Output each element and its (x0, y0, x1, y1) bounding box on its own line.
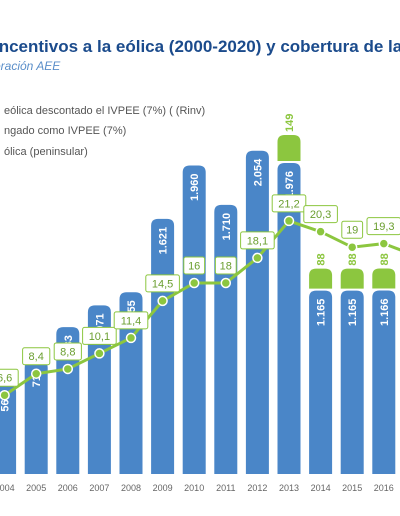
line-label-2004: 6,6 (0, 373, 12, 385)
line-label-box-2005 (22, 347, 51, 366)
legend-item-ivpee: ngado como IVPEE (7%) (4, 125, 126, 137)
line-label-2014: 20,3 (310, 209, 331, 221)
line-label-2015: 19 (346, 225, 358, 237)
bar-label-2014: 1.165 (316, 299, 328, 327)
x-tick-2006: 2006 (58, 483, 78, 493)
chart-title: Incentivos a la eólica (2000-2020) y cob… (0, 37, 400, 56)
line-label-box-2013 (271, 194, 307, 213)
x-tick-2005: 2005 (26, 483, 46, 493)
line-label-box-2008 (113, 311, 149, 330)
line-label-2016: 19,3 (373, 221, 394, 233)
line-label-2012: 18,1 (247, 235, 268, 247)
bar-2007 (87, 305, 111, 474)
ivpee-bar-2014 (309, 268, 333, 289)
bar-2015 (340, 290, 364, 474)
ivpee-bar-2013 (277, 134, 301, 161)
chart-subtitle: oración AEE (0, 59, 61, 73)
ivpee-bar-2015 (340, 268, 364, 289)
ivpee-label-2015: 88 (347, 253, 359, 265)
line-label-box-2012 (240, 231, 275, 250)
line-label-box-2007 (82, 326, 117, 345)
bar-label-2010: 1.960 (189, 174, 201, 202)
x-tick-2004: 2004 (0, 483, 15, 493)
bar-label-2004: 564 (0, 392, 12, 411)
line-point-2006 (62, 363, 74, 375)
line-point-2010 (188, 277, 200, 289)
line-label-2005: 8,4 (29, 351, 44, 363)
line-label-box-2004 (0, 368, 19, 387)
line-point-2009 (157, 295, 168, 307)
line-label-box-2010 (183, 256, 206, 275)
x-tick-2014: 2014 (311, 483, 331, 493)
line-label-2006: 8,8 (60, 346, 75, 358)
bar-2006 (56, 327, 80, 474)
line-label-2011: 18 (220, 261, 232, 273)
bar-2008 (119, 292, 143, 474)
x-tick-2008: 2008 (121, 483, 141, 493)
line-label-2009: 14,5 (152, 278, 173, 290)
line-point-2014 (315, 226, 326, 237)
line-label-2007: 10,1 (89, 331, 110, 343)
bar-label-2013: 1.976 (284, 171, 296, 199)
line-point-2016 (378, 238, 390, 249)
plot-area: 5647199331.0711.1551.6211.9601.7102.0541… (0, 114, 400, 493)
x-tick-2016: 2016 (374, 483, 394, 493)
line-point-2015 (346, 241, 358, 253)
x-tick-2012: 2012 (247, 483, 267, 493)
line-label-box-2006 (53, 342, 82, 361)
x-tick-2015: 2015 (342, 483, 362, 493)
x-tick-2011: 2011 (216, 483, 235, 493)
line-point-2011 (220, 277, 232, 289)
legend-item-bars: eólica descontado el IVPEE (7%) ( (Rinv) (4, 105, 205, 117)
bar-2004 (0, 385, 17, 474)
line-label-2010: 16 (188, 261, 200, 273)
bar-2012 (245, 150, 269, 474)
ivpee-label-2014: 88 (316, 253, 328, 265)
line-label-box-2011 (214, 256, 237, 275)
legend-item-line: ólica (peninsular) (4, 146, 88, 158)
bar-label-2015: 1.165 (347, 299, 359, 327)
line-point-2012 (252, 252, 263, 264)
line-label-2008: 11,4 (121, 315, 142, 327)
x-tick-2009: 2009 (153, 483, 173, 493)
bar-2011 (214, 204, 238, 474)
line-point-2005 (30, 368, 42, 379)
ivpee-label-2016: 88 (379, 253, 391, 265)
bar-2010 (182, 165, 206, 474)
x-tick-2013: 2013 (279, 483, 299, 493)
line-label-2013: 21,2 (278, 198, 299, 210)
legend: eólica descontado el IVPEE (7%) ( (Rinv)… (4, 105, 205, 158)
ivpee-label-2013: 149 (284, 114, 296, 132)
line-point-2008 (125, 332, 137, 344)
bar-label-2011: 1.710 (221, 213, 233, 241)
line-label-box-2009 (145, 274, 180, 293)
bar-2005 (24, 360, 48, 474)
line-label-box-2014 (303, 205, 338, 224)
line-label-box-2016 (366, 217, 400, 236)
x-tick-2007: 2007 (89, 483, 109, 493)
bar-2009 (151, 218, 175, 474)
bar-2013 (277, 162, 301, 474)
bar-label-2016: 1.166 (379, 298, 391, 326)
line-point-2004 (0, 389, 10, 401)
bar-2016 (372, 290, 396, 474)
x-tick-2010: 2010 (184, 483, 204, 493)
line-point-2013 (283, 215, 295, 227)
ivpee-bar-2016 (372, 268, 396, 289)
line-label-box-2015 (341, 220, 364, 239)
bar-label-2009: 1.621 (158, 227, 170, 255)
bar-2014 (309, 290, 333, 474)
line-point-2007 (94, 348, 105, 359)
bar-label-2012: 2.054 (252, 158, 264, 186)
